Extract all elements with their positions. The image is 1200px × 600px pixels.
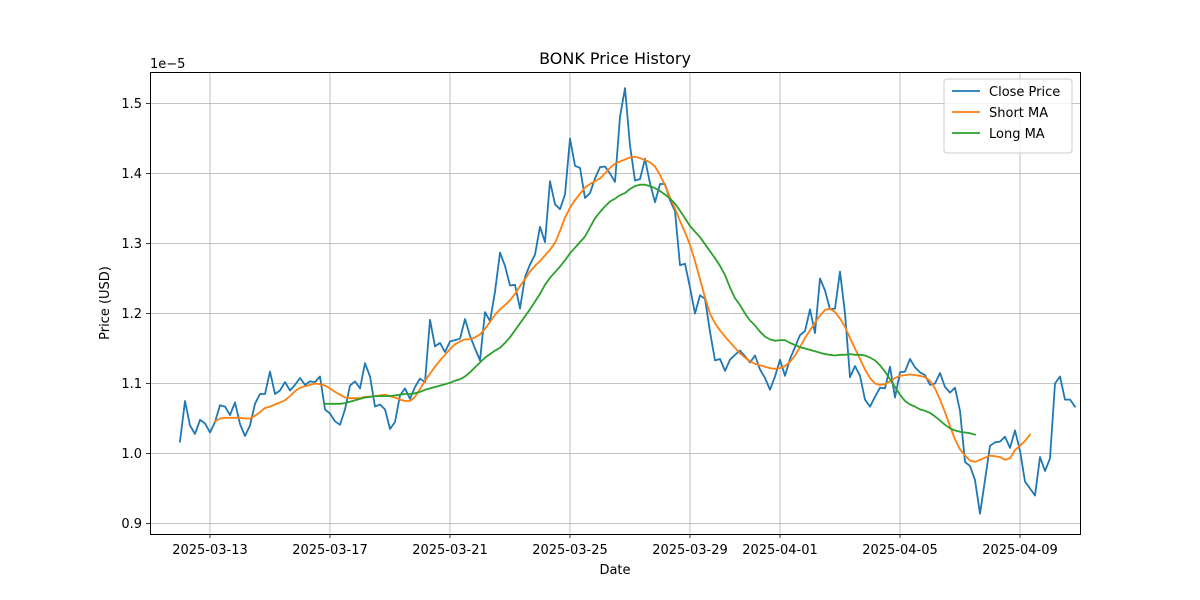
- legend-label-short-ma: Short MA: [989, 106, 1048, 121]
- legend-box: [943, 78, 1073, 154]
- short-ma-line: [213, 155, 1032, 463]
- y-tick-label: 1.5: [121, 97, 142, 112]
- y-tick-label: 1.0: [121, 447, 142, 462]
- x-axis: 2025-03-13 2025-03-17 2025-03-21 2025-03-25…: [172, 534, 1058, 558]
- y-tick-label: 0.9: [121, 517, 142, 532]
- chart-title: BONK Price History: [539, 49, 691, 68]
- plot-frame: [150, 72, 1081, 535]
- y-tick-label: 1.2: [121, 307, 142, 322]
- y-tick-label: 1.4: [121, 167, 142, 182]
- x-axis-title: Date: [599, 563, 630, 578]
- x-tick-label: 2025-03-13: [172, 543, 248, 558]
- x-tick-label: 2025-04-09: [982, 543, 1058, 558]
- x-tick-label: 2025-03-17: [292, 543, 368, 558]
- legend: Close Price Short MA Long MA: [943, 78, 1073, 154]
- y-offset-label: 1e−5: [150, 57, 185, 72]
- x-tick-label: 2025-04-01: [742, 543, 818, 558]
- legend-label-close-price: Close Price: [989, 85, 1060, 100]
- series-layer: [178, 87, 1077, 515]
- y-axis-title: Price (USD): [98, 266, 113, 340]
- x-tick-label: 2025-03-29: [652, 543, 728, 558]
- y-tick-label: 1.1: [121, 377, 142, 392]
- x-tick-label: 2025-03-21: [412, 543, 488, 558]
- x-tick-label: 2025-04-05: [862, 543, 938, 558]
- legend-label-long-ma: Long MA: [989, 127, 1045, 142]
- x-tick-label: 2025-03-25: [532, 543, 608, 558]
- y-tick-label: 1.3: [121, 237, 142, 252]
- y-axis: 0.9 1.0 1.1 1.2 1.3 1.4 1.5: [121, 97, 150, 532]
- long-ma-line: [324, 183, 977, 436]
